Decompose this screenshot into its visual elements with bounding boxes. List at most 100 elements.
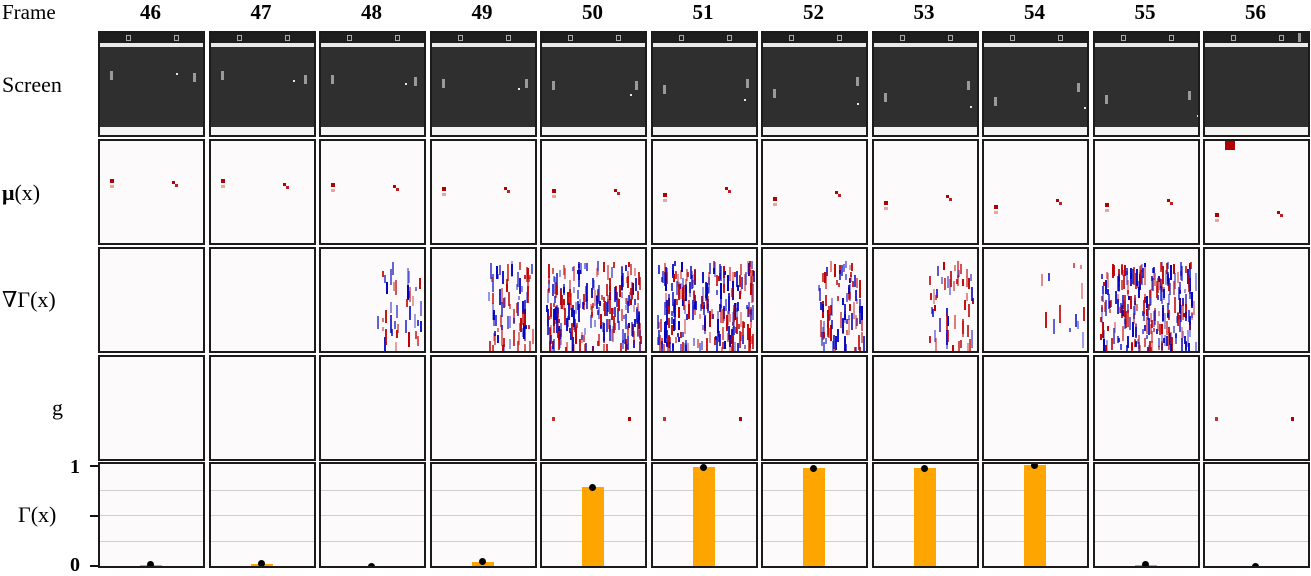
gradient-negative — [547, 326, 549, 335]
paddle-left — [1104, 95, 1108, 104]
gradient-negative — [568, 303, 570, 320]
g-map — [982, 355, 1089, 461]
gradient-positive — [934, 295, 937, 300]
mu-blob-left — [994, 205, 998, 209]
gradient-positive — [672, 274, 675, 282]
gradient-negative — [706, 299, 709, 313]
screen-score-band — [210, 33, 314, 45]
gradient-positive — [861, 332, 863, 343]
gradient-negative — [931, 309, 934, 317]
screen-bottom-wall — [984, 127, 1087, 135]
gradient-negative — [487, 292, 490, 301]
gradient-positive — [1122, 275, 1125, 289]
gradient-positive — [523, 324, 526, 341]
gradient-positive — [1129, 296, 1132, 309]
gradient-positive — [679, 283, 682, 299]
gradient-positive — [634, 268, 636, 276]
gradient-positive — [949, 271, 952, 287]
gradient-negative — [524, 325, 527, 329]
gradient-negative — [863, 336, 865, 351]
gradient-positive — [1148, 341, 1151, 351]
gradient-negative — [501, 271, 504, 284]
gradient-positive — [1167, 327, 1170, 333]
mu-blob-right — [945, 195, 949, 198]
gradient-negative — [1142, 312, 1145, 321]
gradient-negative — [1162, 289, 1165, 298]
gradient-negative — [743, 345, 746, 349]
gradient-positive — [859, 280, 861, 298]
gradient-negative — [1131, 322, 1134, 337]
gradient-positive — [550, 303, 552, 317]
gradient-negative — [628, 323, 630, 328]
gradient-negative — [661, 271, 664, 283]
gradient-positive — [548, 264, 550, 278]
gradient-positive — [571, 323, 573, 338]
gradient-negative — [846, 293, 848, 302]
gradient-positive — [1167, 310, 1170, 320]
gradient-negative — [500, 325, 503, 330]
gradient-positive — [959, 340, 962, 348]
gradient-negative — [670, 311, 673, 316]
gradient-positive — [1106, 273, 1109, 288]
ball — [630, 94, 632, 96]
gradient-positive — [1149, 347, 1152, 351]
gradient-positive — [1059, 305, 1061, 323]
gradient-positive — [721, 342, 724, 349]
gradient-negative — [1178, 304, 1181, 314]
gradient-negative — [1145, 296, 1148, 308]
gradient-positive — [523, 344, 526, 351]
gradient-negative — [1188, 278, 1191, 291]
gradient-negative — [671, 343, 674, 348]
gradient-positive — [726, 311, 729, 325]
gradient-negative — [673, 261, 676, 266]
gridline — [431, 540, 535, 542]
gradient-negative — [391, 329, 393, 336]
gamma-point — [920, 464, 928, 472]
gradient-negative — [495, 266, 498, 273]
gradient-negative — [716, 319, 719, 333]
gradient-positive — [747, 309, 750, 314]
gradient-negative — [1152, 267, 1155, 273]
gradient-map — [1203, 247, 1310, 353]
gradient-positive — [971, 298, 974, 304]
gradient-positive — [846, 330, 848, 335]
gradient-positive — [1167, 278, 1170, 291]
gradient-negative — [1163, 335, 1166, 346]
screen-top-wall — [763, 43, 866, 47]
gradient-positive — [631, 293, 633, 299]
gradient-positive — [627, 276, 629, 288]
gradient-negative — [552, 284, 554, 296]
gradient-negative — [575, 302, 577, 314]
gradient-positive — [1172, 281, 1175, 295]
gradient-negative — [1187, 343, 1190, 351]
gradient-positive — [721, 327, 724, 340]
screen-frame — [540, 31, 647, 137]
gradient-negative — [609, 325, 611, 341]
gradient-negative — [685, 314, 688, 320]
gradient-positive — [1157, 311, 1160, 316]
gradient-positive — [738, 291, 741, 299]
screen-bottom-wall — [1094, 127, 1198, 135]
gradient-negative — [396, 305, 398, 318]
screen-score-left — [789, 35, 794, 41]
gradient-negative — [735, 308, 738, 317]
screen-top-wall — [321, 43, 424, 47]
gradient-negative — [935, 289, 938, 298]
mu-blob-right-2 — [1169, 202, 1173, 205]
gradient-negative — [681, 278, 684, 289]
gradient-positive — [1099, 335, 1102, 340]
gradient-negative — [409, 306, 411, 320]
gradient-positive — [708, 311, 711, 327]
gradient-positive — [515, 303, 518, 313]
gamma-point — [699, 464, 707, 471]
gradient-negative — [631, 322, 633, 336]
gradient-positive — [828, 328, 830, 338]
gradient-negative — [628, 295, 630, 306]
gradient-negative — [733, 303, 736, 320]
gradient-negative — [671, 270, 674, 276]
gamma-bar — [582, 487, 604, 566]
gradient-negative — [415, 287, 417, 291]
gridline — [321, 489, 424, 491]
gradient-positive — [1169, 332, 1172, 345]
gradient-negative — [1161, 318, 1164, 322]
